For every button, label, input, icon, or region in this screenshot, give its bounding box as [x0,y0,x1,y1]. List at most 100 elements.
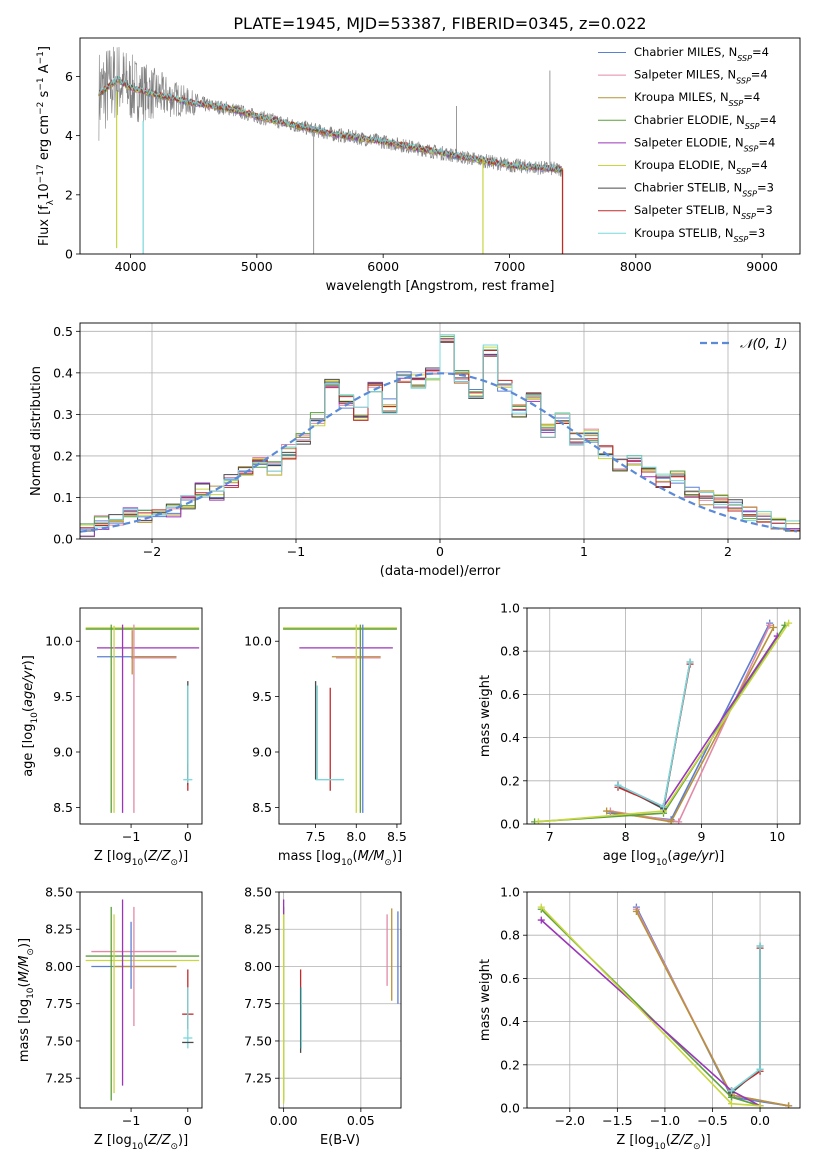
y-tick-label: 8.5 [53,800,73,815]
y-tick-label: 9.0 [252,745,272,760]
legend-label-main: Salpeter ELODIE, N [634,135,744,149]
x-tick-label: 0 [184,829,192,844]
legend-label-sub: SSP [729,99,744,108]
y-tick-label: 7.50 [244,1033,272,1048]
label-fragment: )] [714,849,724,864]
axes-frame [278,891,402,1109]
x-axis-label-text: Z [log [94,1133,132,1148]
y-axis-label-text: mass weight [478,959,493,1041]
mass-weight-marker [756,1065,764,1073]
label-fragment: 10 [26,987,36,999]
legend-label-value: =3 [756,203,773,217]
plot-area [98,46,564,254]
x-tick-label: 8 [622,829,630,844]
plot-area [85,899,200,1101]
mass-weight-marker [534,818,542,824]
x-axis-label: (data-model)/error [380,564,501,579]
y-tick-label: 0.4 [500,730,520,745]
residual-legend: 𝒩(0, 1) [700,337,787,352]
x-tick-label: 9000 [746,259,778,274]
label-fragment: 10 [654,1142,666,1152]
mass-weight-marker [785,1102,793,1108]
figure-title: PLATE=1945, MJD=53387, FIBERID=0345, z=0… [233,14,646,33]
legend-label: Chabrier MILES, NSSP=4 [634,45,769,63]
label-fragment: ( [21,707,36,712]
label-fragment: Z/Z [670,1133,694,1148]
legend-label: Kroupa ELODIE, NSSP=4 [634,158,768,176]
x-tick-label: −1 [122,1113,140,1128]
chart-panel-spectrum: 4000 5000 6000 7000 8000 9000 0 2 4 6 wavelength [… [36,37,801,294]
y-axis-label: Flux [fλ10−17 erg cm−2 s−1 A−1] [36,46,56,246]
y-tick-label: 7.25 [45,1071,73,1086]
label-fragment: s [37,90,52,101]
x-axis-label-text: wavelength [Angstrom, rest frame] [326,279,555,294]
plot-area [85,624,200,813]
x-axis-label: Z [log10(Z/Z⊙)] [616,1133,710,1152]
mass-weight-marker [785,619,793,627]
mass-weight-marker [675,818,683,824]
x-tick-label: 8000 [620,259,652,274]
axes-frame [526,891,801,1109]
x-tick-label: −1 [287,544,305,559]
y-tick-label: 7.50 [45,1033,73,1048]
legend-label-sub: SSP [741,212,756,221]
x-tick-label: 6000 [367,259,399,274]
mass-weight-marker [686,658,694,666]
mass-weight-marker [756,942,764,950]
x-axis-label-text: Z [log [616,1133,654,1148]
label-fragment: ( [143,849,148,864]
legend-label-main: Kroupa STELIB, N [634,226,734,240]
x-tick-label: 2 [724,544,732,559]
legend-label-main: Chabrier STELIB, N [634,181,742,195]
y-tick-label: 0.2 [500,1057,520,1072]
legend-label: Kroupa STELIB, NSSP=3 [634,226,765,244]
legend-label-sub: SSP [734,234,749,243]
label-fragment: M/M [17,956,32,983]
label-fragment: 10 [132,858,144,868]
chart-panel-age-z: −1 08.59.09.510.0Z [log10(Z/Z⊙)]age [log1… [21,607,203,868]
y-tick-label: 9.5 [252,689,272,704]
legend-label-value: =4 [743,90,760,104]
x-tick-label: 0.00 [270,1113,298,1128]
axes-frame [526,607,801,825]
label-fragment: 10 [30,712,40,724]
y-axis-label-text: age [log [21,724,36,777]
y-tick-label: 7.25 [244,1071,272,1086]
label-fragment: )] [178,1133,188,1148]
legend-label: Chabrier STELIB, NSSP=3 [634,181,774,199]
y-tick-label: 8.00 [244,959,272,974]
spectrum-data-line [98,46,563,177]
legend-label-sub: SSP [745,121,760,130]
label-fragment: )] [178,849,188,864]
legend-label-value: =4 [751,158,768,172]
x-tick-label: 0.05 [347,1113,375,1128]
x-tick-label: 8.5 [387,829,407,844]
legend-label: Salpeter MILES, NSSP=4 [634,68,768,86]
x-tick-label: 4000 [115,259,147,274]
plot-area [282,899,399,1104]
y-tick-label: 9.5 [53,689,73,704]
legend-label: 𝒩(0, 1) [740,337,787,352]
y-tick-label: 6 [65,69,73,84]
y-tick-label: 2 [65,187,73,202]
y-axis-label-text: Flux [f [37,205,52,246]
y-tick-label: 8.25 [45,922,73,937]
label-fragment: ( [666,1133,671,1148]
legend-label-main: Chabrier ELODIE, N [634,113,745,127]
x-tick-label: 0 [184,1113,192,1128]
x-tick-label: 7000 [494,259,526,274]
legend-label: Kroupa MILES, NSSP=4 [634,90,760,108]
y-tick-label: 9.0 [53,745,73,760]
legend-label-sub: SSP [737,54,752,63]
mass-weight-marker [614,781,622,789]
label-fragment: −2 [36,102,46,115]
label-fragment: age/yr [672,849,715,864]
plot-area [537,903,793,1108]
chart-panel-residuals: −2 −1 0 1 2 0.0 0.1 0.2 0.3 0.4 0.5 (data-model)/er… [29,322,801,579]
y-tick-label: 0.6 [500,687,520,702]
legend-label-main: Chabrier MILES, N [634,45,737,59]
y-tick-label: 0.0 [500,817,520,832]
